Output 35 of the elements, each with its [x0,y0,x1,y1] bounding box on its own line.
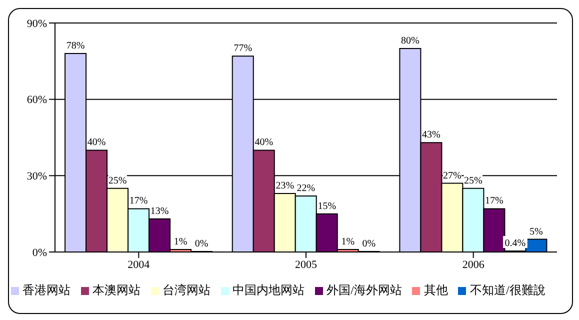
legend-label: 本澳网站 [92,283,141,297]
data-label: 40% [87,137,106,148]
y-tick-label: 90% [26,18,47,30]
data-label: 17% [129,196,148,207]
data-label: 22% [296,183,316,194]
data-label: 0.4% [504,238,526,249]
data-label: 43% [422,130,440,141]
data-label: 40% [254,137,274,148]
data-label: 5% [530,226,543,238]
data-label: 27% [443,170,462,182]
data-label: 25% [464,175,482,186]
data-label: 1% [174,236,188,248]
data-label: 13% [150,206,169,217]
legend-label: 中国内地网站 [232,283,305,297]
data-label: 15% [318,200,336,212]
legend-label: 香港网站 [22,283,71,297]
data-label: 25% [108,175,127,186]
data-label: 17% [485,196,504,207]
data-label: 0% [194,238,208,250]
data-label: 80% [401,35,420,46]
y-tick-label: 30% [26,170,47,183]
data-label: 1% [341,236,355,248]
legend-label: 其他 [424,283,448,297]
data-label: 23% [276,180,294,192]
y-tick-label: 60% [26,94,47,106]
x-tick-label: 2004 [128,258,150,271]
legend-label: 外国/海外网站 [326,283,402,297]
legend-label: 台湾网站 [162,283,211,297]
data-label: 78% [66,40,85,52]
data-label: 77% [234,43,252,54]
y-tick-label: 0% [32,246,47,259]
x-tick-label: 2005 [295,258,318,271]
legend-label: 不知道/很難說 [470,283,546,297]
data-label: 0% [362,238,376,250]
x-tick-label: 2006 [462,258,485,271]
